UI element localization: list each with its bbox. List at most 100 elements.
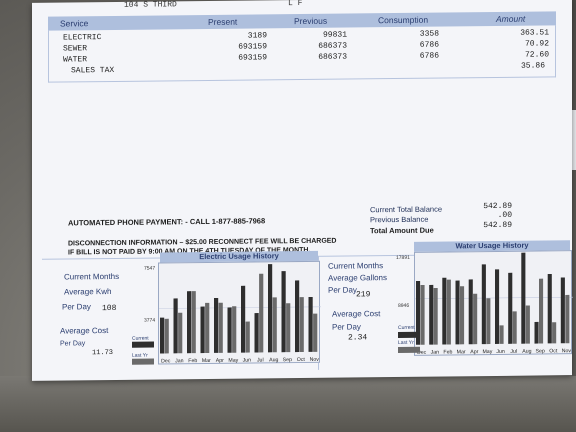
water-chart-svg: Dec Jan Feb Mar Apr May Jun Jul Aug Sep Oct Nov [415,252,573,356]
water-ytick-mid: 8946 [398,302,410,309]
electric-gridline [159,306,321,309]
water-tick-nov: Nov [562,348,572,354]
water-legend-current: Current [398,324,415,331]
water-legend-last-swatch [398,346,420,353]
electric-tick-sep: Sep [283,357,292,363]
elec-perday-label: Per Day [62,302,91,312]
water-legend-current-swatch [398,331,420,338]
water-tick-feb: Feb [443,349,452,355]
water-legend-last: Last Yr [398,339,414,346]
electric-bar-current-apr [214,297,219,353]
service-name: SALES TAX [71,65,115,76]
electric-bar-last-oct [299,297,304,353]
previous-reading: 686373 [318,41,347,51]
electric-bar-current-sep [281,271,286,353]
electric-bar-current-may [227,307,232,353]
elec-avg-value: 108 [102,303,117,314]
water-bar-last-jul [512,311,517,344]
water-bar-last-mar [460,286,465,345]
total-due-label: Total Amount Due [370,225,434,236]
electric-bar-last-jul [259,273,264,353]
col-amount: Amount [496,13,526,24]
water-bar-current-may [481,264,486,345]
water-bar-last-dec [420,285,425,345]
amount: 35.86 [520,61,545,71]
water-tick-apr: Apr [470,349,478,355]
water-bar-last-apr [473,293,478,345]
water-bar-last-aug [525,305,530,344]
water-bar-current-jan [429,284,434,345]
service-table: ELECTRIC 3189 99831 3358 363.51 SEWER 69… [48,25,556,83]
col-previous: Previous [294,15,328,27]
address-fragment: 104 S THIRD [124,0,177,10]
consumption: 6786 [419,51,439,61]
electric-bar-current-jun [241,285,246,353]
elec-cost-perday-label: Per Day [60,340,86,348]
present-reading: 693159 [238,53,267,63]
electric-bar-last-feb [191,291,196,354]
electric-tick-feb: Feb [188,358,197,364]
previous-balance-value: .00 [497,210,512,220]
water-ytick-top: 17891 [396,254,410,262]
water-bar-last-feb [446,279,451,345]
electric-bar-current-oct [295,280,300,353]
service-name: ELECTRIC [63,33,102,43]
elec-legend-current-swatch [132,341,154,348]
elec-avg-label: Average Kwh [64,286,112,297]
electric-bar-current-jan [173,298,178,354]
water-tick-mar: Mar [457,349,466,355]
electric-tick-jan: Jan [175,358,183,364]
water-bar-current-dec [416,280,421,345]
water-bar-current-jun [495,269,500,344]
electric-bar-current-dec [160,317,165,354]
electric-tick-apr: Apr [216,358,224,364]
water-bar-current-mar [455,280,460,345]
present-reading: 693159 [238,42,267,52]
water-bar-current-sep [534,321,539,344]
electric-chart: Dec Jan Feb Mar Apr May Jun Jul Aug Sep Oct Nov [158,260,321,365]
electric-bar-last-aug [272,297,277,353]
countertop-edge [0,376,576,432]
water-bar-current-aug [521,252,526,344]
service-name: SEWER [63,44,88,54]
current-balance-label: Current Total Balance [370,204,442,215]
electric-bar-last-jan [178,312,183,354]
electric-bar-current-aug [268,264,273,353]
elec-ytick-mid: 3774 [144,317,156,324]
water-tick-dec: Dec [417,350,427,356]
water-cost-perday-label: Per Day [332,322,361,332]
water-bar-last-jan [433,287,438,345]
water-bar-last-jun [499,325,504,344]
electric-bar-current-jul [254,313,259,353]
elec-legend-last: Last Yr [132,352,148,359]
water-tick-sep: Sep [535,348,544,354]
utility-bill: 104 S THIRD L F Service Present Previous… [32,0,573,381]
water-avg-value: 219 [356,290,371,300]
water-chart: Dec Jan Feb Mar Apr May Jun Jul Aug Sep Oct Nov [414,250,573,356]
previous-balance-label: Previous Balance [370,214,429,225]
water-bar-last-nov [565,294,570,344]
amount: 72.60 [524,50,549,60]
water-tick-jan: Jan [431,350,439,356]
electric-tick-may: May [228,358,238,364]
water-tick-jul: Jul [510,349,517,355]
water-bar-last-may [486,298,491,345]
col-consumption: Consumption [378,14,429,26]
water-tick-oct: Oct [549,348,558,354]
electric-tick-nov: Nov [310,357,320,363]
electric-tick-mar: Mar [202,358,211,364]
electric-tick-oct: Oct [297,357,306,363]
electric-bar-last-nov [313,313,318,352]
water-cost-value: 2.34 [348,333,368,343]
amount: 70.92 [524,39,549,49]
previous-reading: 686373 [318,52,347,62]
col-service: Service [60,18,89,29]
electric-bar-last-may [232,306,237,353]
water-bar-current-oct [547,273,552,344]
header-fragment: 104 S THIRD L F [92,0,562,10]
water-tick-may: May [482,349,492,355]
electric-bar-current-mar [200,306,205,354]
electric-tick-aug: Aug [269,357,278,363]
col-present: Present [208,16,238,27]
electric-bar-last-apr [218,302,223,353]
